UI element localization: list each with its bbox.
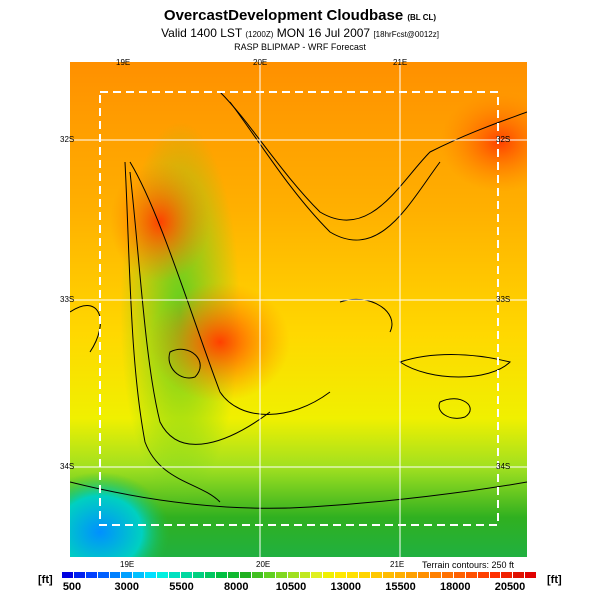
colorbar-segment xyxy=(109,572,122,578)
valid-day: MON 16 Jul 2007 xyxy=(276,26,371,40)
colorbar-segment xyxy=(73,572,86,578)
colorbar-segment xyxy=(311,572,324,578)
colorbar-segment xyxy=(406,572,419,578)
colorbar-segment xyxy=(394,572,407,578)
colorbar-tick-label: 5500 xyxy=(169,581,194,593)
colorbar-tick-label: 10500 xyxy=(275,581,307,593)
colorbar-segment xyxy=(180,572,193,578)
colorbar-segment xyxy=(442,572,454,578)
valid-code: (1200Z) xyxy=(245,30,274,39)
lat-label-left: 32S xyxy=(60,135,75,144)
colorbar-segment xyxy=(97,572,110,578)
colorbar-tick-label: 13000 xyxy=(330,581,362,593)
colorbar-segment xyxy=(157,572,169,578)
field-low-sw xyxy=(70,472,170,557)
subtitle: RASP BLIPMAP - WRF Forecast xyxy=(234,42,366,52)
lat-lon-grid xyxy=(70,62,527,557)
colorbar-segment xyxy=(501,572,514,578)
cloudbase-map xyxy=(70,62,527,557)
colorbar-segment xyxy=(192,572,205,578)
lon-label-top: 21E xyxy=(393,58,408,67)
colorbar-segment xyxy=(513,572,526,578)
title-text: OvercastDevelopment Cloudbase xyxy=(163,7,404,24)
colorbar-segment xyxy=(358,572,371,578)
colorbar-segment xyxy=(477,572,490,578)
lon-label-bottom: 21E xyxy=(390,560,405,569)
colorbar-unit-right: [ft] xyxy=(547,574,562,586)
lat-label-right: 33S xyxy=(496,295,511,304)
colorbar-segment xyxy=(204,572,217,578)
colorbar-segment xyxy=(168,572,181,578)
lon-label-top: 19E xyxy=(116,58,131,67)
colorbar-segment xyxy=(240,572,252,578)
colorbar-tick-label: 18000 xyxy=(439,581,471,593)
lon-label-bottom: 20E xyxy=(256,560,271,569)
colorbar-segment xyxy=(525,572,537,578)
lat-label-right: 34S xyxy=(496,462,511,471)
colorbar-unit-left: [ft] xyxy=(38,574,53,586)
colorbar-segment xyxy=(263,572,276,578)
colorbar-segment xyxy=(489,572,502,578)
colorbar-segment xyxy=(275,572,288,578)
map-title: OvercastDevelopment Cloudbase (BL CL) xyxy=(0,7,600,27)
colorbar-segment xyxy=(145,572,157,578)
colorbar-tick-label: 3000 xyxy=(114,581,139,593)
colorbar-segment xyxy=(382,572,395,578)
forecast-code: [18hrFcst@0012z] xyxy=(373,30,439,39)
colorbar-tick-label: 20500 xyxy=(494,581,526,593)
colorbar-segment xyxy=(121,572,134,578)
inner-domain-boundary xyxy=(99,91,499,526)
colorbar-segment xyxy=(418,572,431,578)
colorbar-segment xyxy=(430,572,442,578)
colorbar-segment xyxy=(228,572,241,578)
colorbar-segment xyxy=(252,572,264,578)
lon-label-top: 20E xyxy=(253,58,268,67)
colorbar-segment xyxy=(133,572,146,578)
field-high-2 xyxy=(150,282,290,402)
lon-label-bottom: 19E xyxy=(120,560,135,569)
title-code: (BL CL) xyxy=(407,13,437,22)
colorbar-segment xyxy=(465,572,478,578)
terrain-contours xyxy=(70,91,527,509)
lat-label-left: 34S xyxy=(60,462,75,471)
colorbar-segment xyxy=(335,572,347,578)
field-high-3 xyxy=(440,92,527,192)
colorbar-segment xyxy=(299,572,312,578)
colorbar-segment xyxy=(370,572,383,578)
colorbar-segment xyxy=(287,572,300,578)
colorbar-tick-label: 8000 xyxy=(224,581,249,593)
terrain-contour-note: Terrain contours: 250 ft xyxy=(422,560,515,570)
colorbar-segment xyxy=(62,572,74,578)
colorbar xyxy=(62,572,537,578)
colorbar-segment xyxy=(453,572,466,578)
colorbar-tick-label: 15500 xyxy=(385,581,416,593)
colorbar-segment xyxy=(216,572,229,578)
field-high-1 xyxy=(110,162,210,282)
colorbar-segment xyxy=(85,572,98,578)
valid-text: Valid 1400 LST xyxy=(161,26,243,40)
colorbar-tick-label: 500 xyxy=(62,581,82,593)
valid-time: Valid 1400 LST (1200Z) MON 16 Jul 2007 [… xyxy=(0,26,600,42)
colorbar-segment xyxy=(323,572,336,578)
lat-label-left: 33S xyxy=(60,295,75,304)
colorbar-segment xyxy=(347,572,359,578)
lat-label-right: 32S xyxy=(496,135,511,144)
